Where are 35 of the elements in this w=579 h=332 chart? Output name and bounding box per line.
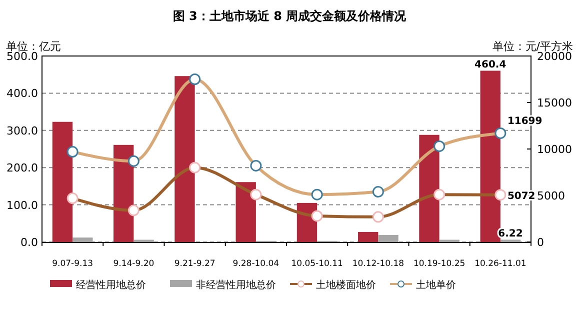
y-tick-label: 500.0 (6, 50, 38, 63)
bar (378, 234, 398, 242)
data-label: 460.4 (474, 60, 506, 71)
legend-label: 土地楼面地价 (316, 279, 376, 291)
y-tick-label: 200.0 (6, 162, 38, 175)
y2-tick-label: 10000 (537, 143, 572, 156)
legend-label: 非经营性用地总价 (196, 279, 276, 291)
x-tick-label: 10.05-10.11 (291, 259, 343, 269)
legend-label: 经营性用地总价 (76, 279, 146, 291)
y2-tick-label: 20000 (537, 50, 572, 63)
x-tick-label: 10.12-10.18 (352, 259, 404, 269)
chart-title: 图 3：土地市场近 8 周成交金额及价格情况 (172, 9, 408, 23)
bar (174, 76, 195, 242)
bar (52, 122, 73, 242)
bar (236, 182, 256, 242)
legend-label: 土地单价 (416, 279, 456, 291)
y-axis-title: 单位：亿元 (6, 40, 61, 53)
bar (480, 70, 500, 242)
y2-tick-label: 15000 (537, 96, 572, 110)
bar (358, 232, 378, 242)
bar (72, 238, 93, 242)
x-tick-label: 9.21-9.27 (174, 259, 216, 269)
y-tick-label: 100.0 (6, 198, 38, 212)
x-tick-label: 10.26-11.01 (474, 259, 526, 269)
y2-axis-title: 单位：元/平方米 (492, 40, 573, 53)
x-tick-label: 9.07-9.13 (52, 259, 94, 269)
y2-tick-label: 0 (537, 236, 544, 249)
y2-tick-label: 5000 (537, 190, 565, 202)
x-tick-label: 10.19-10.25 (413, 259, 466, 269)
y-tick-label: 0.0 (20, 236, 38, 249)
x-tick-label: 9.28-10.04 (232, 259, 280, 269)
x-tick-label: 9.14-9.20 (113, 259, 154, 269)
bar (114, 144, 134, 242)
y-tick-label: 300.0 (6, 124, 38, 138)
y-tick-label: 400.0 (6, 87, 38, 100)
